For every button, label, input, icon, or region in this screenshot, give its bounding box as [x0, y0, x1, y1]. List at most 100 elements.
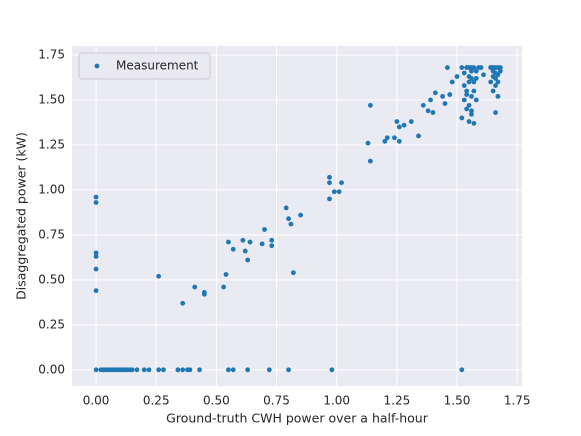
point [290, 270, 296, 276]
point [471, 65, 477, 70]
x-tick-label: 1.75 [504, 394, 531, 408]
point [449, 79, 455, 85]
point [459, 367, 465, 373]
point [461, 83, 467, 88]
legend-label: Measurement [116, 59, 199, 73]
point [283, 205, 289, 211]
y-tick-label: 0.75 [38, 227, 65, 241]
point [488, 79, 494, 85]
point [495, 72, 501, 78]
point [93, 254, 99, 259]
plot-area [72, 46, 522, 386]
point [493, 110, 498, 115]
point [134, 367, 140, 373]
point [129, 367, 135, 373]
point [286, 216, 291, 222]
y-tick-label: 1.00 [38, 182, 65, 196]
point [161, 367, 166, 373]
point [230, 246, 236, 252]
point [442, 101, 448, 106]
point [339, 180, 344, 186]
point [336, 189, 342, 195]
point [471, 88, 477, 94]
point [396, 124, 402, 130]
point [466, 79, 472, 85]
x-tick-label: 0.75 [263, 394, 290, 408]
point [461, 97, 467, 103]
y-tick-label: 1.50 [38, 92, 65, 106]
point [497, 68, 503, 74]
point [367, 158, 373, 164]
point [288, 221, 294, 227]
point [430, 110, 436, 115]
y-tick-label: 0.50 [38, 272, 65, 286]
point [259, 241, 265, 247]
point [93, 266, 99, 272]
point [481, 72, 486, 78]
point [226, 367, 231, 373]
point [93, 250, 99, 256]
x-tick-label: 1.50 [444, 394, 471, 408]
point [461, 70, 467, 76]
point [221, 284, 227, 290]
y-axis-label: Disaggregated power (kW) [14, 132, 29, 300]
point [454, 74, 460, 79]
point [473, 97, 479, 103]
point [401, 122, 407, 128]
point [473, 68, 479, 74]
point [286, 367, 291, 373]
point [445, 65, 450, 70]
x-tick-label: 0.50 [203, 394, 230, 408]
y-tick-label: 1.75 [38, 47, 65, 61]
point [493, 75, 498, 81]
point [478, 65, 484, 70]
point [420, 102, 426, 108]
point [223, 272, 229, 277]
point [493, 83, 498, 88]
point [440, 93, 445, 99]
point [367, 102, 373, 108]
point [93, 367, 99, 373]
point [187, 367, 193, 373]
point [384, 135, 390, 141]
point [490, 68, 496, 74]
point [197, 367, 202, 373]
point [466, 74, 472, 79]
point [175, 367, 181, 373]
point [469, 93, 474, 99]
point [269, 243, 275, 249]
point [201, 291, 207, 297]
point [394, 119, 400, 124]
point [382, 138, 388, 144]
x-tick-label: 0.00 [83, 394, 110, 408]
point [447, 92, 453, 97]
point [469, 68, 474, 74]
y-tick-label: 1.25 [38, 137, 65, 151]
point [93, 200, 99, 205]
point [459, 115, 465, 121]
point [331, 189, 337, 195]
point [464, 106, 470, 112]
point [490, 88, 496, 94]
point [141, 367, 147, 373]
point [146, 367, 152, 373]
point [495, 79, 501, 85]
y-tick-label: 0.25 [38, 317, 65, 331]
point [471, 120, 477, 126]
point [488, 65, 494, 70]
point [416, 133, 421, 139]
point [471, 79, 477, 85]
point [428, 97, 433, 103]
point [269, 237, 275, 243]
point [396, 138, 402, 144]
point [156, 367, 162, 373]
point [495, 93, 501, 99]
point [464, 92, 470, 97]
point [392, 135, 397, 141]
point [408, 119, 414, 124]
point [156, 273, 162, 279]
point [298, 212, 304, 218]
point [192, 284, 198, 290]
point [240, 237, 246, 243]
